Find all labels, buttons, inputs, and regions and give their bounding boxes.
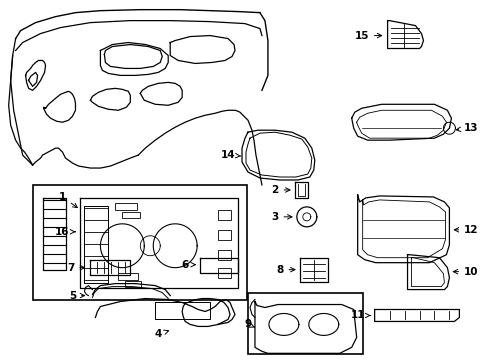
Text: 12: 12 xyxy=(453,225,478,235)
Text: 6: 6 xyxy=(181,260,195,270)
Text: 10: 10 xyxy=(452,267,478,276)
Text: 3: 3 xyxy=(271,212,291,222)
Bar xyxy=(218,230,230,240)
Bar xyxy=(218,210,230,220)
Text: 1: 1 xyxy=(59,192,77,208)
Text: 13: 13 xyxy=(455,123,478,133)
Bar xyxy=(218,250,230,260)
Text: 4: 4 xyxy=(154,329,168,339)
Text: 8: 8 xyxy=(276,265,294,275)
Bar xyxy=(122,212,140,218)
Bar xyxy=(218,268,230,278)
Bar xyxy=(247,293,362,354)
Bar xyxy=(208,260,215,271)
Text: 14: 14 xyxy=(220,150,241,160)
Text: 15: 15 xyxy=(354,31,381,41)
Text: 2: 2 xyxy=(271,185,289,195)
Bar xyxy=(118,273,138,280)
Bar xyxy=(218,260,224,271)
Bar xyxy=(115,203,137,210)
Bar xyxy=(227,260,235,271)
Bar xyxy=(125,280,141,287)
Bar xyxy=(33,185,246,300)
Text: 16: 16 xyxy=(55,227,75,237)
Text: 11: 11 xyxy=(350,310,370,320)
Text: 5: 5 xyxy=(69,291,84,301)
Text: 7: 7 xyxy=(67,263,84,273)
Text: 9: 9 xyxy=(244,319,254,329)
